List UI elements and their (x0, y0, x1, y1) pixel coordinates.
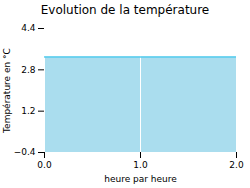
svg-text:heure par heure: heure par heure (104, 174, 177, 184)
svg-text:1.0: 1.0 (133, 160, 148, 170)
svg-text:1.2: 1.2 (21, 106, 35, 116)
svg-text:0.0: 0.0 (37, 160, 52, 170)
svg-text:Température en °C: Température en °C (2, 48, 12, 134)
svg-text:2.0: 2.0 (229, 160, 244, 170)
svg-text:−0.4: −0.4 (14, 147, 36, 157)
html-text:Evolution de la température: Evolution de la température (40, 3, 210, 17)
svg-text:4.4: 4.4 (21, 23, 36, 33)
svg-text:2.8: 2.8 (21, 65, 36, 75)
